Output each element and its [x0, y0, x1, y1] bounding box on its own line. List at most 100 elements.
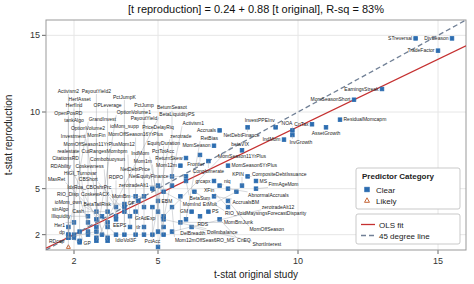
- label-leader: [152, 164, 158, 211]
- point-label: DolImbalance: [207, 229, 238, 235]
- label-leader: [135, 196, 137, 200]
- point-label: MomBmJunk: [224, 219, 254, 225]
- label-leader: [66, 183, 116, 235]
- point: [338, 118, 342, 122]
- point: [240, 149, 244, 153]
- point-label: RDcap: [49, 238, 65, 244]
- label-leader: [149, 185, 158, 186]
- point-label: OptionVolume2: [71, 125, 105, 131]
- point-label: AssetGrowth: [312, 130, 341, 136]
- point: [207, 210, 211, 214]
- legends: Predictor CategoryClearLikelyOLS fit45 d…: [356, 168, 460, 244]
- point-label: HerfInd: [66, 102, 83, 108]
- legend-label: OLS fit: [379, 221, 404, 230]
- label-leader: [186, 181, 189, 195]
- point: [184, 218, 188, 222]
- point-label: ShortInterest: [252, 241, 281, 247]
- point-label: Mom12mOffSeas6RO_MS: [175, 237, 235, 243]
- grid-line-y: [46, 112, 466, 113]
- point-label: IdxRoa_CBOshrPrc: [67, 184, 111, 190]
- legend-label: Likely: [376, 197, 396, 206]
- point-label: DelBreadth: [180, 230, 205, 236]
- tick-x: [74, 250, 75, 254]
- point-label: GrandInvest: [89, 116, 117, 122]
- fit-line: [46, 20, 466, 250]
- label-leader: [85, 211, 108, 212]
- point-label: AbnormalAccruals: [248, 192, 289, 198]
- point-label: HerfAsset: [69, 96, 92, 102]
- point: [212, 144, 216, 148]
- point-label: Activism2: [58, 88, 80, 94]
- label-leader: [111, 204, 124, 205]
- x-axis-label: t-stat original study: [214, 269, 298, 280]
- point-label: CnEQ: [237, 237, 251, 243]
- point: [282, 138, 286, 142]
- point-label: OpenPosRD: [54, 110, 82, 116]
- point-label: IndMom: [131, 150, 149, 156]
- point-label: RIO_Disp: [57, 191, 79, 197]
- label-leader: [275, 123, 276, 127]
- point-label: GrAdExp: [135, 215, 156, 221]
- point-label: MomSeason: [182, 142, 210, 148]
- point-label: EquityDuration: [147, 140, 180, 146]
- point-label: CoskewACX: [81, 191, 110, 197]
- point-label: TradeFactor: [407, 47, 434, 53]
- point-label: CutRangesMombpm: [82, 148, 128, 154]
- tick-label-y: 5: [35, 184, 40, 194]
- point-label: niq: [224, 178, 231, 184]
- point-label: FirmAgeMom: [269, 181, 299, 187]
- point-label: tlr: [136, 224, 141, 230]
- point-label: MS: [260, 178, 268, 184]
- legend-box: [356, 168, 460, 209]
- point-label: GM: [180, 208, 188, 214]
- point-label: Mom12m: [156, 162, 177, 168]
- point-label: MomInd: [183, 201, 201, 207]
- point-label: ResidualMomcapm: [344, 116, 387, 122]
- point-label: Frontier: [187, 161, 205, 167]
- point: [310, 122, 314, 126]
- label-leader: [71, 216, 88, 217]
- y-axis-label: t-stat reproduction: [3, 95, 14, 176]
- point-label: InvGrowth: [289, 139, 312, 145]
- point-label: MomSeason6YrPlus: [232, 162, 278, 168]
- point: [450, 37, 454, 41]
- point-label: RDAbility: [50, 163, 71, 169]
- chart: 251015251015[t reproduction] = 0.24 + 0.…: [0, 0, 474, 284]
- legend-line: [361, 224, 375, 225]
- label-leader: [131, 196, 144, 197]
- point-label: RDPO: [109, 174, 124, 180]
- point: [226, 164, 230, 168]
- axes: 251015251015: [30, 20, 466, 266]
- point-label: PayoutYield: [131, 115, 158, 121]
- point: [235, 190, 239, 194]
- point-label: BetaSum: [190, 195, 211, 201]
- point: [106, 239, 110, 243]
- point-label: NetEquityFinance: [129, 173, 169, 179]
- point-label: NetDebtFinance: [223, 132, 259, 138]
- point-label: IndMom: [262, 136, 280, 142]
- point-label: MomOffSeason16YrPlus: [108, 131, 163, 137]
- point: [414, 37, 418, 41]
- label-leader: [242, 177, 243, 186]
- point-label: MomSeasonShort: [310, 96, 351, 102]
- point-label: KPIN: [232, 171, 244, 177]
- point-label: PS: [212, 208, 219, 214]
- point-label: XFin: [204, 187, 215, 193]
- tick-x: [298, 250, 299, 254]
- point-label: MaxRet: [48, 176, 66, 182]
- label-leader: [80, 232, 83, 241]
- legend-line: [361, 235, 375, 236]
- point: [380, 87, 384, 91]
- label-leader: [248, 176, 252, 177]
- label-leader: [66, 222, 74, 223]
- point-label: Cash: [72, 208, 84, 214]
- point-label: RDS: [198, 221, 209, 227]
- label-leader: [169, 176, 186, 177]
- label-leader: [158, 131, 159, 232]
- point-label: MomFin: [87, 132, 105, 138]
- label-leader: [124, 212, 125, 223]
- label-leader: [82, 205, 102, 216]
- point-label: RIO_VoidMaysingsForecastDisparity: [225, 210, 307, 216]
- point-label: BetaTailRisk: [83, 201, 111, 207]
- tick-y: [42, 188, 46, 189]
